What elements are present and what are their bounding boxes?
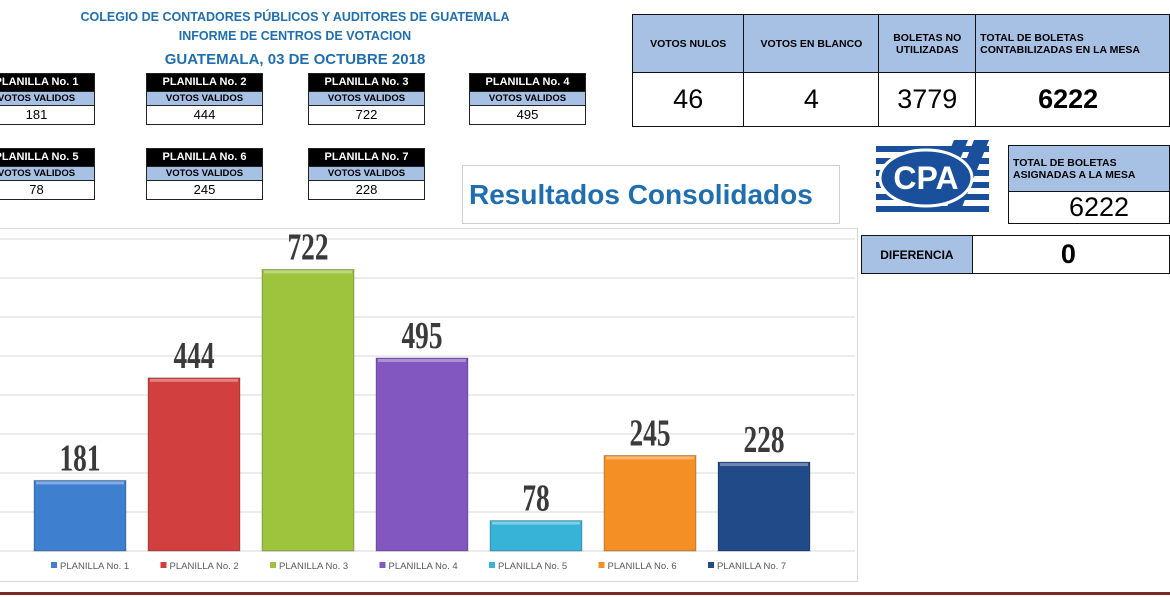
planilla-title: PLANILLA No. 1: [0, 74, 94, 91]
total-asignadas-header: TOTAL DE BOLETAS ASIGNADAS A LA MESA: [1008, 145, 1170, 192]
bar-chart-svg: 181 444 722 495 78 245 228 PLANILLA No. 1 PLANIL…: [0, 226, 855, 572]
data-label-1: 181: [59, 437, 100, 479]
data-label-6: 245: [629, 412, 670, 454]
cpa-logo-text: CPA: [893, 160, 958, 196]
bar-7: [717, 461, 811, 552]
legend-swatch-6: [598, 562, 605, 568]
header-date: GUATEMALA, 03 DE OCTUBRE 2018: [164, 51, 426, 68]
planilla-value: 228: [355, 182, 378, 197]
planilla-box-3: PLANILLA No. 3 VOTOS VALIDOS 722: [308, 73, 425, 125]
bar-1: [33, 479, 127, 552]
total-asignadas-value: 6222: [1008, 191, 1170, 224]
planilla-box-1: PLANILLA No. 1 VOTOS VALIDOS 181: [0, 73, 95, 125]
blanco-header: VOTOS EN BLANCO: [743, 14, 880, 73]
planilla-value: 495: [516, 107, 539, 122]
bar-highlight: [36, 481, 124, 485]
legend-swatch-4: [379, 562, 386, 568]
bar-highlight: [492, 521, 580, 525]
summary-table: VOTOS NULOS VOTOS EN BLANCO BOLETAS NO U…: [631, 14, 1170, 127]
asignadas-table: TOTAL DE BOLETAS ASIGNADAS A LA MESA 622…: [1008, 145, 1170, 224]
planilla-value: 245: [193, 182, 216, 197]
planilla-title: PLANILLA No. 4: [470, 74, 585, 91]
bottom-border: [0, 592, 1170, 595]
planilla-box-2: PLANILLA No. 2 VOTOS VALIDOS 444: [146, 73, 263, 125]
bar-highlight: [378, 358, 466, 362]
planilla-box-5: PLANILLA No. 5 VOTOS VALIDOS 78: [0, 148, 95, 200]
planilla-title: PLANILLA No. 2: [147, 74, 262, 91]
data-label-2: 444: [173, 335, 214, 377]
planilla-value: 722: [355, 107, 378, 122]
bar-5: [489, 520, 583, 552]
bar-3: [261, 268, 355, 552]
bar-highlight: [606, 456, 694, 460]
legend-swatch-5: [489, 562, 495, 568]
planilla-subtitle: VOTOS VALIDOS: [0, 91, 94, 106]
planilla-subtitle: VOTOS VALIDOS: [470, 91, 585, 106]
no-utilizadas-header: BOLETAS NO UTILIZADAS: [878, 14, 977, 73]
blanco-value: 4: [743, 72, 880, 127]
legend-label-2: PLANILLA No. 2: [170, 561, 239, 572]
nulos-header: VOTOS NULOS: [631, 14, 745, 73]
legend-label-4: PLANILLA No. 4: [389, 561, 458, 572]
total-contabilizadas-value: 6222: [975, 72, 1170, 127]
planilla-value: 444: [193, 107, 216, 122]
planilla-subtitle: VOTOS VALIDOS: [0, 166, 94, 181]
legend-label-7: PLANILLA No. 7: [717, 561, 786, 572]
planilla-subtitle: VOTOS VALIDOS: [309, 91, 424, 106]
header-line1: COLEGIO DE CONTADORES PÚBLICOS Y AUDITOR…: [80, 10, 510, 24]
legend-swatch-2: [160, 562, 167, 568]
planilla-subtitle: VOTOS VALIDOS: [147, 91, 262, 106]
diferencia-header: DIFERENCIA: [861, 235, 973, 274]
planilla-title: PLANILLA No. 5: [0, 149, 94, 166]
diferencia-value: 0: [971, 235, 1170, 274]
bar-4: [375, 357, 469, 552]
planilla-title: PLANILLA No. 3: [309, 74, 424, 91]
planilla-subtitle: VOTOS VALIDOS: [309, 166, 424, 181]
diferencia-table: DIFERENCIA 0: [861, 235, 1170, 274]
legend-label-3: PLANILLA No. 3: [279, 561, 348, 572]
cpa-logo: CPA: [876, 140, 989, 212]
planilla-subtitle: VOTOS VALIDOS: [147, 166, 262, 181]
planilla-box-4: PLANILLA No. 4 VOTOS VALIDOS 495: [469, 73, 586, 125]
data-label-4: 495: [401, 315, 442, 357]
planilla-value: 78: [29, 182, 44, 197]
legend-swatch-1: [51, 562, 57, 568]
header-line2: INFORME DE CENTROS DE VOTACION: [178, 29, 412, 43]
results-title: Resultados Consolidados: [462, 165, 840, 224]
bar-2: [147, 377, 241, 552]
bar-chart: 181 444 722 495 78 245 228 PLANILLA No. 1 PLANIL…: [0, 226, 858, 582]
bar-highlight: [720, 463, 808, 467]
nulos-value: 46: [631, 72, 745, 127]
planilla-title: PLANILLA No. 6: [147, 149, 262, 166]
bar-6: [603, 454, 697, 552]
data-label-3: 722: [287, 229, 328, 269]
legend-label-6: PLANILLA No. 6: [608, 561, 677, 572]
legend-label-5: PLANILLA No. 5: [498, 561, 567, 572]
legend-label-1: PLANILLA No. 1: [60, 561, 129, 572]
total-contabilizadas-header: TOTAL DE BOLETAS CONTABILIZADAS EN LA ME…: [975, 14, 1170, 73]
bar-highlight: [264, 270, 352, 274]
planilla-value: 181: [25, 107, 48, 122]
data-label-5: 78: [522, 477, 549, 519]
legend-swatch-3: [270, 562, 276, 568]
data-label-7: 228: [743, 419, 784, 461]
bar-highlight: [150, 378, 238, 382]
planilla-box-6: PLANILLA No. 6 VOTOS VALIDOS 245: [146, 148, 263, 200]
planilla-title: PLANILLA No. 7: [309, 149, 424, 166]
planilla-box-7: PLANILLA No. 7 VOTOS VALIDOS 228: [308, 148, 425, 200]
legend-swatch-7: [708, 562, 714, 568]
no-utilizadas-value: 3779: [878, 72, 977, 127]
